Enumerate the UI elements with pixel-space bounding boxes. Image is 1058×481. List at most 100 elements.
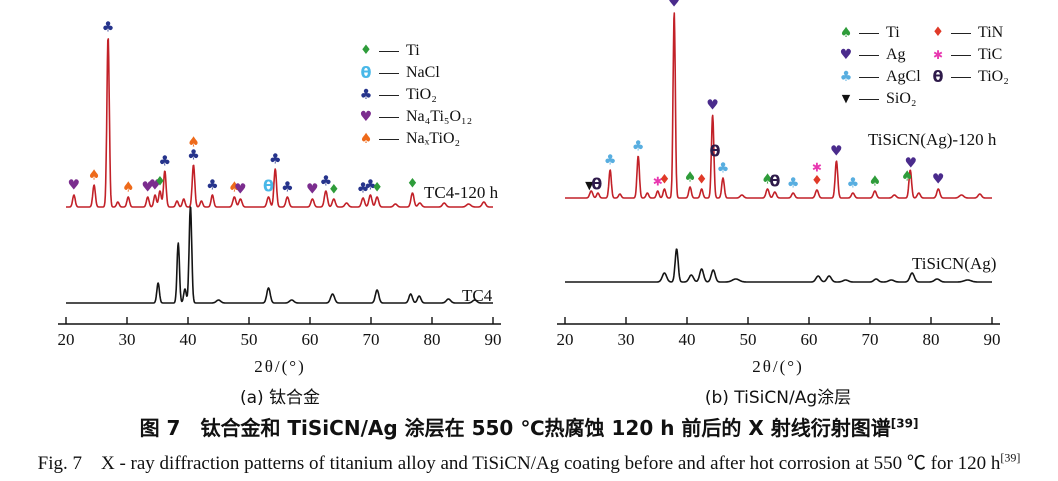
heart-marker: ♥	[668, 0, 681, 11]
legend-item-tio: θ TiO₂	[930, 66, 1009, 88]
subcaption-b: (b) TiSiCN/Ag涂层	[704, 388, 852, 408]
club-icon: ♣	[839, 69, 853, 85]
legend-label: NaCl	[406, 64, 440, 81]
heart-marker: ♥	[306, 182, 319, 198]
xrd-curve-b-1	[564, 248, 993, 283]
curve-label-tc4-120h: TC4-120 h	[424, 183, 499, 202]
caption-english: Fig. 7 X - ray diffraction patterns of t…	[0, 448, 1058, 475]
heart-marker: ♥	[141, 180, 154, 196]
legend-label: TiN	[978, 24, 1004, 41]
diamond-marker: ♦	[154, 174, 166, 189]
x-tick-label: 40	[679, 330, 696, 349]
spade-marker: ♠	[187, 135, 200, 151]
spade-marker: ♠	[869, 174, 882, 190]
x-tick-label: 90	[984, 330, 1001, 349]
triangle-down-icon: ▼	[841, 92, 851, 105]
caption-english-text: Fig. 7 X - ray diffraction patterns of t…	[37, 453, 1001, 474]
legend-item-natio: ♥ Na₄Ti₅O₁₂	[358, 106, 472, 128]
legend-label: Ti	[406, 42, 420, 59]
heart-marker: ♥	[149, 177, 162, 193]
x-tick-label: 20	[557, 330, 574, 349]
asterisk-marker: ✱	[653, 174, 663, 188]
legend-item-ti: ♠ Ti	[838, 22, 921, 44]
legend-dash	[859, 54, 879, 56]
legend-item-tio: ♣ TiO₂	[358, 84, 472, 106]
caption-english-ref: [39]	[1000, 450, 1021, 465]
curve-label-tisicn-ag-120h: TiSiCN(Ag)-120 h	[868, 130, 997, 149]
xrd-curve-b-0	[564, 12, 993, 199]
xrd-chart-canvas: 20 30 40 50 60 70 80 90♥♠♣♠ ♥♥♦♣ ♣♠♣ ♠♥ θ♣♣ ♥♣♦ ♣♣♦ ♦2…	[58, 0, 1001, 349]
x-tick-label: 70	[363, 330, 380, 349]
heart-marker: ♥	[905, 155, 918, 171]
theta-icon: θ	[360, 63, 372, 82]
heart-icon: ♥	[839, 47, 853, 63]
subcaption-a: (a) 钛合金	[239, 388, 321, 408]
spade-marker: ♠	[761, 171, 774, 187]
legend-dash	[379, 138, 399, 140]
spade-marker: ♠	[88, 168, 101, 184]
legend-label: SiO₂	[886, 90, 917, 107]
club-marker: ♣	[847, 176, 860, 192]
diamond-marker: ♦	[659, 172, 671, 187]
legend-label: TiC	[978, 46, 1003, 63]
caption-chinese-ref: [39]	[890, 416, 919, 431]
club-marker: ♣	[269, 151, 282, 167]
legend-item-tin: ♦ TiN	[930, 22, 1009, 44]
x-tick-label: 20	[58, 330, 75, 349]
legend-item-tic: ✱ TiC	[930, 44, 1009, 66]
club-icon: ♣	[359, 87, 373, 103]
x-tick-label: 80	[424, 330, 441, 349]
legend-dash	[951, 54, 971, 56]
legend-label: TiO₂	[406, 86, 437, 103]
legend-dash	[379, 50, 399, 52]
legend-item-agcl: ♣ AgCl	[838, 66, 921, 88]
diamond-marker: ♦	[696, 173, 708, 188]
club-marker: ♣	[187, 148, 200, 164]
theta-icon: θ	[932, 67, 944, 86]
club-marker: ♣	[604, 153, 617, 169]
xaxis-label-b: 2θ/(°)	[752, 357, 804, 376]
legend-label: TiO₂	[978, 68, 1009, 85]
triangle-down-marker: ▼	[585, 179, 594, 192]
heart-marker: ♥	[932, 172, 945, 188]
club-marker: ♣	[364, 177, 377, 193]
x-tick-label: 30	[618, 330, 635, 349]
x-tick-label: 70	[862, 330, 879, 349]
legend-dash	[379, 94, 399, 96]
x-tick-label: 50	[241, 330, 258, 349]
spade-icon: ♠	[839, 25, 853, 41]
spade-marker: ♠	[901, 169, 914, 185]
legend-dash	[379, 116, 399, 118]
caption-chinese: 图 7 钛合金和 TiSiCN/Ag 涂层在 550 ℃热腐蚀 120 h 前后…	[0, 412, 1058, 441]
legend-label: Ti	[886, 24, 900, 41]
heart-marker: ♥	[830, 144, 843, 160]
x-tick-label: 50	[740, 330, 757, 349]
spade-marker: ♠	[684, 170, 697, 186]
legend-dash	[859, 76, 879, 78]
asterisk-icon: ✱	[932, 48, 944, 62]
legend-dash	[379, 72, 399, 74]
diamond-marker: ♦	[328, 182, 340, 197]
legend-dash	[951, 32, 971, 34]
diamond-icon: ♦	[932, 25, 944, 40]
legend-panel-b-col1: ♠ Ti ♥ Ag ♣ AgCl ▼ SiO₂	[838, 22, 921, 110]
legend-dash	[859, 98, 879, 100]
x-tick-label: 80	[923, 330, 940, 349]
legend-label: Na₄Ti₅O₁₂	[406, 108, 473, 125]
caption-chinese-text: 图 7 钛合金和 TiSiCN/Ag 涂层在 550 ℃热腐蚀 120 h 前后…	[139, 416, 891, 440]
legend-label: Ag	[886, 46, 906, 63]
heart-marker: ♥	[234, 181, 247, 197]
x-tick-label: 40	[180, 330, 197, 349]
legend-label: NaₓTiO₂	[406, 130, 461, 147]
theta-marker: θ	[591, 174, 602, 193]
legend-dash	[951, 76, 971, 78]
club-marker: ♣	[206, 178, 219, 194]
asterisk-marker: ✱	[812, 161, 822, 175]
club-marker: ♣	[787, 176, 800, 192]
legend-dash	[859, 32, 879, 34]
xrd-curve-a-0	[65, 38, 494, 208]
diamond-marker: ♦	[371, 180, 383, 195]
xrd-curve-a-1	[65, 206, 494, 304]
legend-item-natio: ♠ NaₓTiO₂	[358, 128, 472, 150]
